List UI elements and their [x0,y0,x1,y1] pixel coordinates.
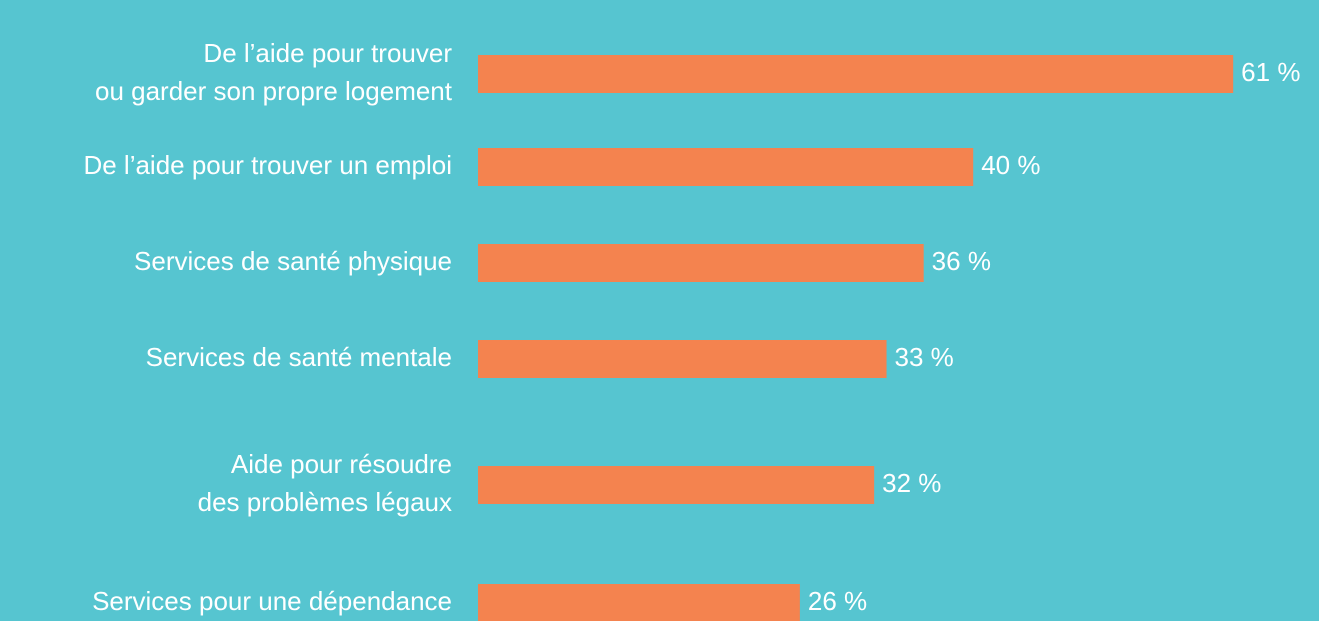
value-label: 33 % [895,342,954,372]
bar [478,244,924,282]
category-label: Services de santé physique [134,246,452,276]
value-label: 61 % [1241,57,1300,87]
category-label: des problèmes légaux [198,487,452,517]
category-label: De l’aide pour trouver un emploi [83,150,452,180]
bar [478,55,1234,93]
category-label: De l’aide pour trouver [203,38,452,68]
category-label: Services de santé mentale [146,342,452,372]
bar [478,148,974,186]
value-label: 32 % [882,468,941,498]
value-label: 36 % [932,246,991,276]
value-label: 40 % [981,150,1040,180]
category-label: Aide pour résoudre [231,449,452,479]
bar [478,584,800,621]
bar [478,340,887,378]
bar [478,466,875,504]
category-label: ou garder son propre logement [95,76,453,106]
value-label: 26 % [808,586,867,616]
category-label: Services pour une dépendance [92,586,452,616]
